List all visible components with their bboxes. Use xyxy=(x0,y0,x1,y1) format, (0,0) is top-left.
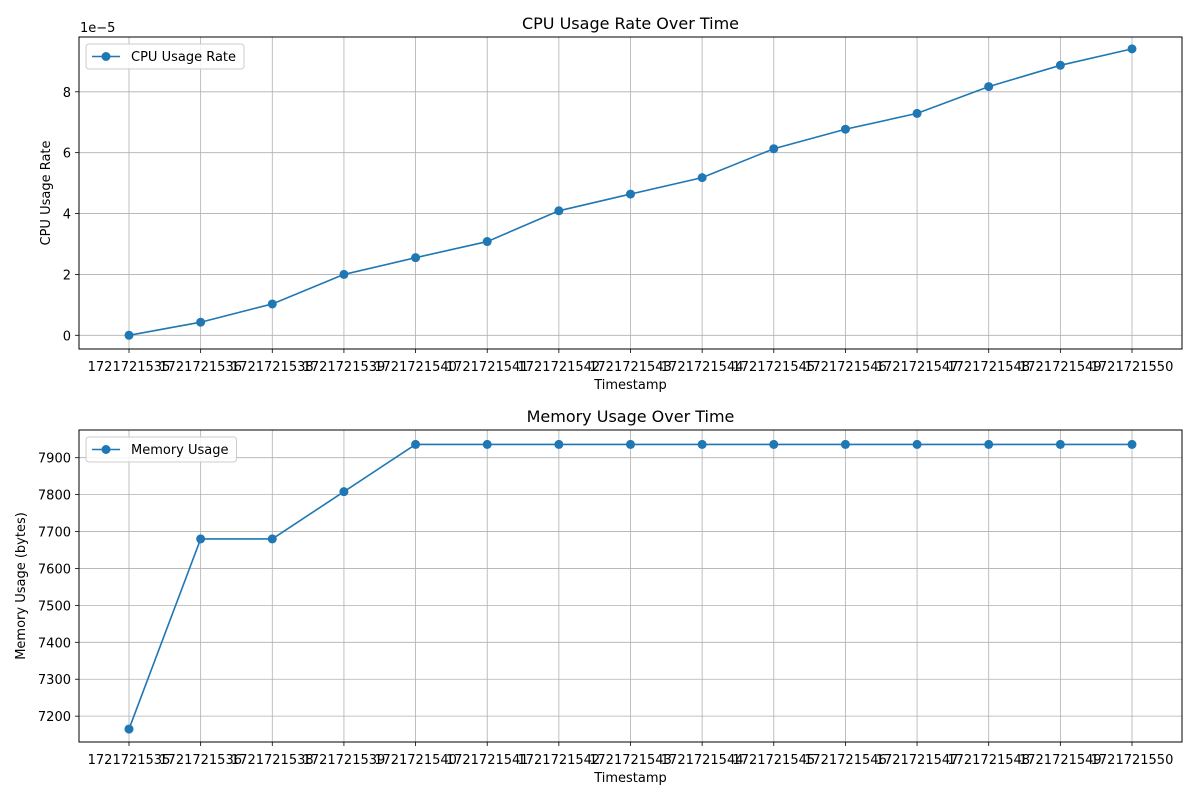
y-axis-label: CPU Usage Rate xyxy=(39,140,54,245)
x-tick-label: 1721721548 xyxy=(947,753,1030,768)
x-tick-label: 1721721550 xyxy=(1091,360,1174,375)
data-point xyxy=(626,439,635,449)
data-point xyxy=(554,439,564,449)
series-line xyxy=(124,439,1137,734)
legend: CPU Usage Rate xyxy=(85,43,245,70)
x-tick-label: 1721721541 xyxy=(446,360,529,375)
x-tick-label: 1721721546 xyxy=(804,753,887,768)
y-axis: 7200 7300 7400 7500 7600 7700 7800 7900 xyxy=(38,452,79,725)
y-tick-label: 6 xyxy=(63,147,71,162)
memory-usage-chart: 1721721535172172153617217215381721721539… xyxy=(14,407,1183,786)
data-point xyxy=(1055,439,1065,449)
y-offset-label: 1e−5 xyxy=(80,21,115,36)
data-point xyxy=(769,144,779,154)
x-tick-label: 1721721545 xyxy=(732,753,815,768)
x-tick-label: 1721721544 xyxy=(661,360,744,375)
y-tick-label: 2 xyxy=(63,268,71,283)
x-tick-label: 1721721535 xyxy=(88,360,171,375)
data-point xyxy=(697,439,707,449)
legend-label: Memory Usage xyxy=(131,443,229,458)
y-tick-label: 4 xyxy=(63,208,71,223)
y-tick-label: 7300 xyxy=(38,673,71,688)
y-tick-label: 7400 xyxy=(38,636,71,651)
data-point xyxy=(912,439,922,449)
data-point xyxy=(196,534,206,544)
grid xyxy=(79,37,1182,349)
y-tick-label: 7500 xyxy=(38,599,71,614)
legend-marker xyxy=(101,445,111,454)
x-tick-label: 1721721547 xyxy=(876,753,959,768)
x-tick-label: 1721721547 xyxy=(876,360,959,375)
legend-label: CPU Usage Rate xyxy=(131,50,236,65)
x-axis: 1721721535172172153617217215381721721539… xyxy=(88,349,1174,375)
data-point xyxy=(339,487,349,497)
data-point xyxy=(1055,60,1065,70)
y-tick-label: 7200 xyxy=(38,710,71,725)
x-tick-label: 1721721538 xyxy=(231,753,314,768)
x-axis-label: Timestamp xyxy=(593,378,667,393)
data-point xyxy=(626,189,635,199)
data-point xyxy=(912,108,922,118)
y-axis-label: Memory Usage (bytes) xyxy=(14,512,29,660)
data-point xyxy=(1127,44,1137,54)
y-tick-label: 8 xyxy=(63,86,71,101)
x-tick-label: 1721721542 xyxy=(517,753,600,768)
x-tick-label: 1721721536 xyxy=(159,360,242,375)
x-tick-label: 1721721546 xyxy=(804,360,887,375)
x-tick-label: 1721721549 xyxy=(1019,360,1102,375)
x-tick-label: 1721721543 xyxy=(589,360,672,375)
x-tick-label: 1721721540 xyxy=(374,753,457,768)
x-tick-label: 1721721545 xyxy=(732,360,815,375)
x-axis-label: Timestamp xyxy=(593,771,667,786)
legend: Memory Usage xyxy=(85,436,238,463)
x-tick-label: 1721721536 xyxy=(159,753,242,768)
y-tick-label: 7800 xyxy=(38,489,71,504)
y-axis: 0 2 4 6 8 xyxy=(63,86,79,344)
series-line xyxy=(124,44,1137,340)
x-tick-label: 1721721541 xyxy=(446,753,529,768)
chart-title: CPU Usage Rate Over Time xyxy=(522,14,739,33)
data-point xyxy=(984,439,994,449)
data-point xyxy=(124,724,134,734)
data-point xyxy=(124,330,134,340)
data-point xyxy=(697,173,707,183)
data-point xyxy=(840,439,850,449)
x-tick-label: 1721721548 xyxy=(947,360,1030,375)
x-tick-label: 1721721549 xyxy=(1019,753,1102,768)
x-tick-label: 1721721544 xyxy=(661,753,744,768)
x-axis: 1721721535172172153617217215381721721539… xyxy=(88,742,1174,768)
data-point xyxy=(411,439,421,449)
data-point xyxy=(840,124,850,134)
data-point xyxy=(769,439,779,449)
legend-marker xyxy=(101,52,111,61)
data-point xyxy=(482,237,492,247)
data-point xyxy=(267,299,277,309)
data-point xyxy=(339,269,349,279)
x-tick-label: 1721721535 xyxy=(88,753,171,768)
x-tick-label: 1721721539 xyxy=(303,360,386,375)
cpu-usage-chart: 1721721535172172153617217215381721721539… xyxy=(39,14,1183,393)
y-tick-label: 7900 xyxy=(38,452,71,467)
grid xyxy=(79,430,1182,742)
chart-title: Memory Usage Over Time xyxy=(527,407,735,426)
y-tick-label: 7600 xyxy=(38,562,71,577)
x-tick-label: 1721721538 xyxy=(231,360,314,375)
data-point xyxy=(554,206,564,216)
x-tick-label: 1721721542 xyxy=(517,360,600,375)
y-tick-label: 0 xyxy=(63,329,71,344)
legend-box xyxy=(85,43,245,70)
legend-box xyxy=(85,436,238,463)
data-point xyxy=(984,82,994,92)
data-point xyxy=(196,317,206,327)
data-point xyxy=(267,534,277,544)
data-point xyxy=(411,253,421,263)
x-tick-label: 1721721543 xyxy=(589,753,672,768)
y-tick-label: 7700 xyxy=(38,526,71,541)
x-tick-label: 1721721540 xyxy=(374,360,457,375)
x-tick-label: 1721721539 xyxy=(303,753,386,768)
data-point xyxy=(1127,439,1137,449)
data-point xyxy=(482,439,492,449)
x-tick-label: 1721721550 xyxy=(1091,753,1174,768)
